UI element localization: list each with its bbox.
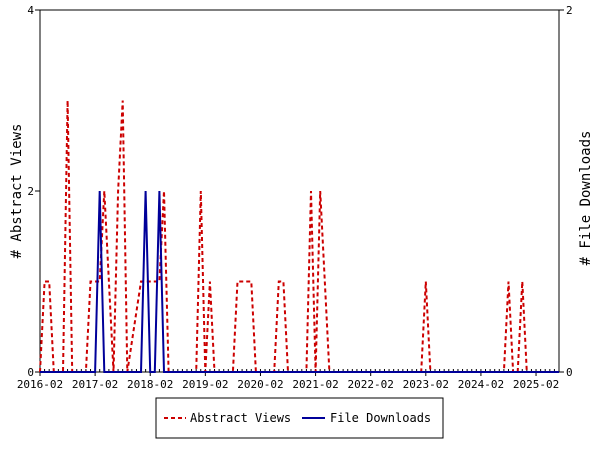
legend-label-abstract-views: Abstract Views bbox=[190, 411, 291, 425]
y-axis-left-title: # Abstract Views bbox=[9, 124, 25, 259]
x-tick-label: 2018-02 bbox=[127, 378, 173, 391]
y-left-tick-label: 0 bbox=[27, 366, 34, 379]
x-tick-label: 2020-02 bbox=[237, 378, 283, 391]
y-left-tick-label: 4 bbox=[27, 4, 34, 17]
y-axis-right-title: # File Downloads bbox=[578, 131, 594, 266]
legend-box bbox=[155, 397, 444, 439]
legend: Abstract Views File Downloads bbox=[155, 397, 444, 439]
x-tick-label: 2016-02 bbox=[17, 378, 63, 391]
x-tick-label: 2023-02 bbox=[403, 378, 449, 391]
y-left-tick-label: 2 bbox=[27, 185, 34, 198]
x-tick-label: 2017-02 bbox=[72, 378, 118, 391]
x-tick-label: 2021-02 bbox=[292, 378, 338, 391]
x-tick-label: 2019-02 bbox=[182, 378, 228, 391]
y-axis-right: 02 bbox=[559, 4, 573, 379]
legend-label-file-downloads: File Downloads bbox=[330, 411, 431, 425]
y-right-tick-label: 2 bbox=[566, 4, 573, 17]
y-axis-left: 0 2 4 bbox=[27, 4, 40, 379]
series-layer bbox=[39, 100, 559, 373]
x-tick-label: 2025-02 bbox=[513, 378, 559, 391]
x-axis: 2016-02 2017-02 2018-02 2019-02 2020-02 2021-… bbox=[17, 369, 560, 391]
x-tick-label: 2024-02 bbox=[458, 378, 504, 391]
x-tick-label: 2022-02 bbox=[348, 378, 394, 391]
y-right-tick-label: 0 bbox=[566, 366, 573, 379]
series-file-downloads bbox=[40, 190, 559, 373]
